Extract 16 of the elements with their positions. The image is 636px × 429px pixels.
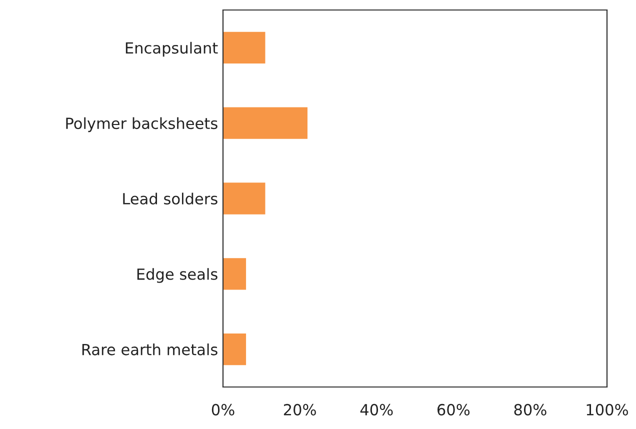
bar xyxy=(223,333,246,366)
x-tick-label: 40% xyxy=(360,404,393,416)
y-tick-label: Encapsulant xyxy=(126,42,218,57)
bar xyxy=(223,182,266,214)
y-tick-label: Rare earth metals xyxy=(82,343,218,356)
bar xyxy=(223,32,266,64)
x-tick-label: 0% xyxy=(212,404,234,416)
x-tick-label: 80% xyxy=(514,404,546,416)
bar xyxy=(223,258,246,290)
y-tick-label: Lead solders xyxy=(123,192,218,205)
y-tick-label: Polymer backsheets xyxy=(66,117,218,132)
x-tick-label: 100% xyxy=(586,404,628,416)
bar xyxy=(223,107,308,139)
x-tick-label: 60% xyxy=(437,404,470,416)
y-tick-label: Edge seals xyxy=(137,268,218,283)
x-tick-label: 20% xyxy=(284,404,316,416)
